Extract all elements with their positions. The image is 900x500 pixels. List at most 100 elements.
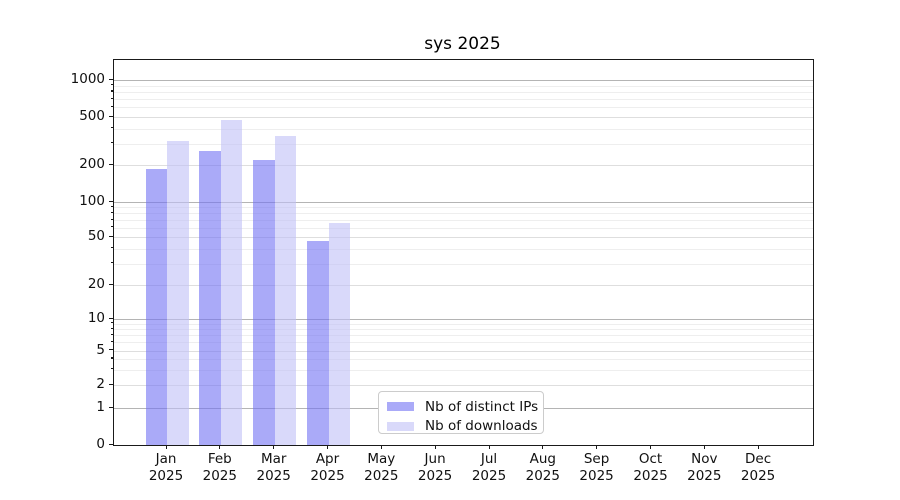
- x-tick-year: 2025: [417, 467, 453, 484]
- y-minor-tick-mark: [110, 357, 113, 359]
- y-tick-label: 1: [96, 399, 105, 415]
- y-tick-label: 0: [96, 436, 105, 452]
- x-tick-year: 2025: [687, 467, 722, 484]
- y-minor-tick-mark: [110, 142, 113, 144]
- x-tick-month: Dec: [745, 451, 772, 467]
- y-minor-tick-mark: [110, 327, 113, 329]
- x-tick-label: Oct 2025: [619, 451, 683, 484]
- y-minor-tick-mark: [110, 322, 113, 324]
- y-tick-mark: [108, 349, 113, 351]
- x-tick-label: Sep 2025: [565, 451, 629, 484]
- y-tick-label: 50: [87, 228, 105, 244]
- y-minor-gridline: [114, 85, 813, 87]
- x-tick-label: Mar 2025: [242, 451, 306, 484]
- x-tick-month: Sep: [583, 451, 610, 467]
- y-minor-gridline: [114, 143, 813, 145]
- x-tick-mark: [542, 444, 544, 449]
- y-tick-label: 10: [87, 310, 105, 326]
- y-gridline: [114, 385, 813, 386]
- y-minor-gridline: [114, 323, 813, 325]
- y-tick-label: 2: [96, 376, 105, 392]
- y-minor-gridline: [114, 227, 813, 229]
- x-tick-mark: [650, 444, 652, 449]
- y-tick-label: 20: [87, 276, 105, 292]
- y-tick-mark: [108, 115, 113, 117]
- y-tick-mark: [108, 443, 113, 445]
- x-tick-mark: [327, 444, 329, 449]
- x-tick-year: 2025: [471, 467, 507, 484]
- y-minor-gridline: [114, 128, 813, 130]
- x-tick-mark: [757, 444, 759, 449]
- x-tick-month: Jun: [424, 451, 446, 467]
- x-tick-month: Aug: [529, 451, 556, 467]
- x-tick-year: 2025: [525, 467, 560, 484]
- x-tick-mark: [380, 444, 382, 449]
- y-minor-gridline: [114, 213, 813, 215]
- x-tick-mark: [596, 444, 598, 449]
- y-minor-gridline: [114, 342, 813, 344]
- x-tick-mark: [434, 444, 436, 449]
- x-tick-month: Jan: [155, 451, 177, 467]
- x-tick-year: 2025: [579, 467, 614, 484]
- y-minor-tick-mark: [110, 340, 113, 342]
- y-tick-label: 100: [79, 193, 105, 209]
- x-tick-label: Jun 2025: [403, 451, 467, 484]
- x-tick-month: Feb: [207, 451, 232, 467]
- x-tick-label: Aug 2025: [511, 451, 575, 484]
- x-tick-year: 2025: [256, 467, 291, 484]
- legend-label-downloads: Nb of downloads: [425, 418, 538, 435]
- y-minor-gridline: [114, 248, 813, 250]
- x-tick-year: 2025: [633, 467, 668, 484]
- legend-item-downloads: Nb of downloads: [379, 417, 543, 437]
- y-gridline: [114, 202, 813, 203]
- x-tick-mark: [219, 444, 221, 449]
- y-minor-tick-mark: [110, 226, 113, 228]
- bar-downloads: [274, 135, 297, 445]
- y-minor-gridline: [114, 358, 813, 360]
- x-tick-mark: [165, 444, 167, 449]
- y-tick-mark: [108, 283, 113, 285]
- x-tick-label: Feb 2025: [188, 451, 252, 484]
- y-gridline: [114, 80, 813, 81]
- legend-swatch-distinct-ips-icon: [387, 402, 414, 412]
- y-minor-tick-mark: [110, 105, 113, 107]
- y-minor-tick-mark: [110, 247, 113, 249]
- y-minor-tick-mark: [110, 218, 113, 220]
- y-minor-tick-mark: [110, 333, 113, 335]
- x-tick-month: Mar: [260, 451, 287, 467]
- y-gridline: [114, 285, 813, 286]
- x-tick-month: Jul: [480, 451, 498, 467]
- legend-swatch-downloads-icon: [387, 421, 414, 431]
- y-minor-tick-mark: [110, 205, 113, 207]
- x-tick-month: May: [367, 451, 396, 467]
- y-minor-tick-mark: [110, 368, 113, 370]
- x-tick-year: 2025: [364, 467, 399, 484]
- x-tick-month: Apr: [315, 451, 340, 467]
- x-tick-year: 2025: [202, 467, 237, 484]
- bar-downloads: [167, 141, 189, 445]
- x-tick-month: Oct: [638, 451, 663, 467]
- y-gridline: [114, 319, 813, 320]
- x-tick-year: 2025: [740, 467, 776, 484]
- y-minor-gridline: [114, 335, 813, 337]
- bar-distinct-ips: [253, 160, 275, 445]
- y-tick-mark: [108, 78, 113, 80]
- y-tick-label: 1000: [70, 71, 105, 87]
- y-minor-gridline: [114, 329, 813, 331]
- bar-distinct-ips: [145, 169, 167, 445]
- x-tick-year: 2025: [148, 467, 184, 484]
- x-tick-label: Apr 2025: [296, 451, 360, 484]
- y-tick-mark: [108, 163, 113, 165]
- x-tick-mark: [703, 444, 705, 449]
- bar-distinct-ips: [307, 241, 329, 445]
- y-tick-label: 500: [79, 108, 105, 124]
- y-minor-tick-mark: [110, 262, 113, 264]
- y-tick-mark: [108, 383, 113, 385]
- y-minor-gridline: [114, 107, 813, 109]
- legend: Nb of distinct IPs Nb of downloads: [378, 391, 544, 434]
- y-minor-gridline: [114, 263, 813, 265]
- y-minor-tick-mark: [110, 97, 113, 99]
- y-gridline: [114, 165, 813, 166]
- x-tick-label: Jan 2025: [134, 451, 198, 484]
- y-minor-tick-mark: [110, 127, 113, 129]
